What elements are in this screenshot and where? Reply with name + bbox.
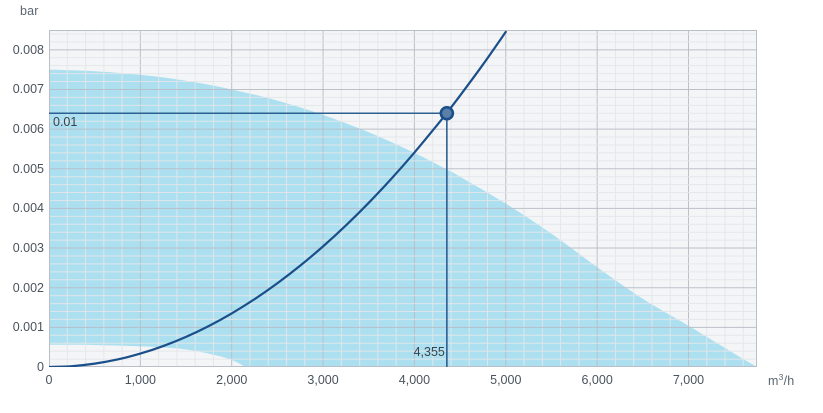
plot-area bbox=[49, 30, 757, 367]
x-tick-label: 4,000 bbox=[398, 373, 431, 387]
tolerance-band-fill bbox=[49, 69, 757, 367]
tolerance-band-lower-cutout bbox=[49, 344, 246, 367]
crosshair bbox=[49, 112, 448, 367]
y-tick-label: 0.003 bbox=[12, 241, 44, 256]
plot-svg bbox=[49, 30, 757, 367]
operating-point-dot[interactable] bbox=[439, 105, 455, 121]
operating-point-x-label: 4,355 bbox=[413, 345, 445, 359]
x-tick-label: 6,000 bbox=[581, 373, 613, 387]
y-axis-unit-label: bar bbox=[20, 4, 39, 18]
y-tick-label: 0.007 bbox=[12, 82, 44, 97]
tolerance-band bbox=[49, 69, 757, 367]
y-tick-label: 0.006 bbox=[12, 122, 44, 137]
y-tick-label: 0.008 bbox=[12, 42, 44, 57]
y-tick-label: 0.005 bbox=[12, 161, 44, 176]
y-tick-label: 0 bbox=[37, 360, 44, 374]
y-tick-label: 0.002 bbox=[12, 280, 44, 295]
x-tick-label: 0 bbox=[45, 373, 53, 387]
y-tick-label: 0.001 bbox=[12, 320, 44, 335]
x-tick-label: 3,000 bbox=[307, 373, 339, 387]
x-tick-label: 1,000 bbox=[124, 373, 156, 387]
x-axis-unit-label: m3/h bbox=[768, 372, 795, 389]
x-tick-label: 5,000 bbox=[490, 373, 522, 387]
x-tick-label: 7,000 bbox=[672, 373, 705, 387]
plot-border bbox=[49, 30, 757, 367]
operating-point-y-label: 0.01 bbox=[53, 115, 78, 130]
operating-point-marker[interactable] bbox=[439, 105, 455, 121]
y-tick-label: 0.004 bbox=[12, 201, 44, 216]
gridlines bbox=[49, 30, 757, 367]
x-tick-label: 2,000 bbox=[216, 373, 248, 387]
